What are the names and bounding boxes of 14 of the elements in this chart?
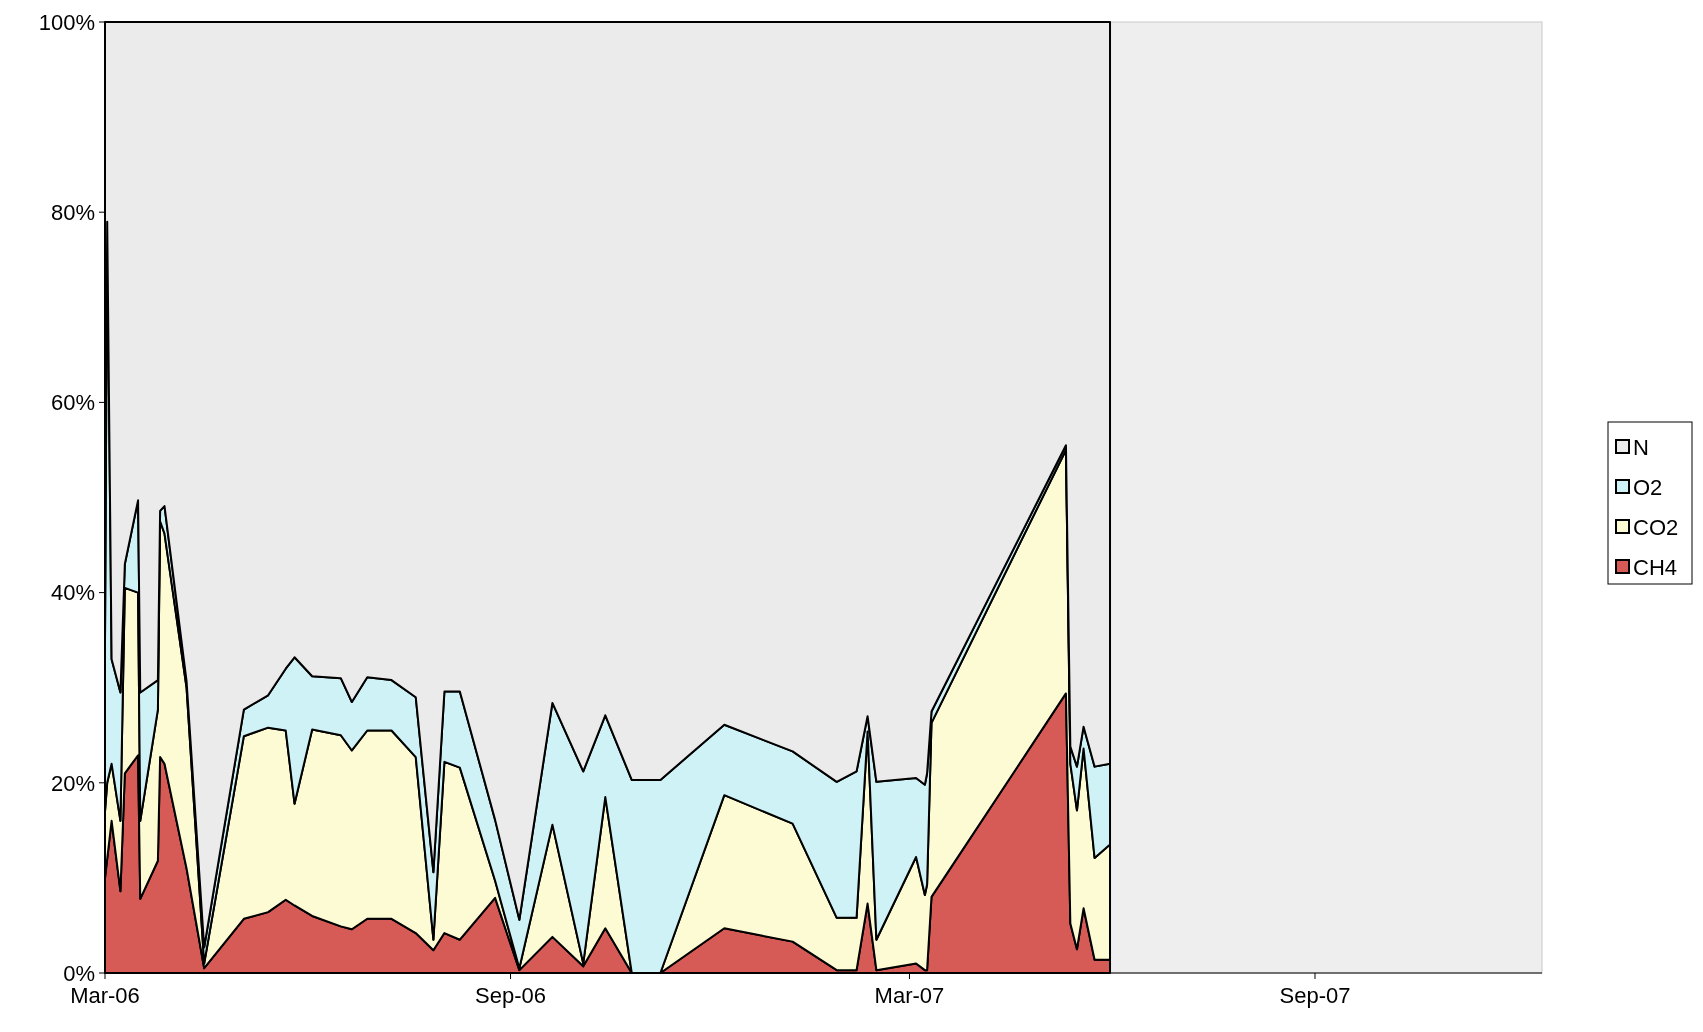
y-tick-label: 20% (50, 770, 95, 796)
x-tick-label: Sep-07 (1279, 983, 1351, 1008)
legend-label: O2 (1633, 474, 1663, 500)
legend-label: N (1633, 434, 1649, 460)
y-tick-label: 40% (50, 580, 95, 606)
y-tick-label: 60% (50, 390, 95, 416)
y-tick-label: 0% (63, 960, 95, 986)
y-tick-label: 80% (50, 199, 95, 225)
legend-label: CH4 (1633, 554, 1678, 580)
y-tick-label: 100% (38, 9, 95, 35)
x-tick-label: Sep-06 (475, 983, 547, 1008)
legend-label: CO2 (1633, 514, 1679, 540)
x-tick-label: Mar-07 (874, 983, 945, 1008)
x-tick-label: Mar-06 (70, 983, 140, 1008)
